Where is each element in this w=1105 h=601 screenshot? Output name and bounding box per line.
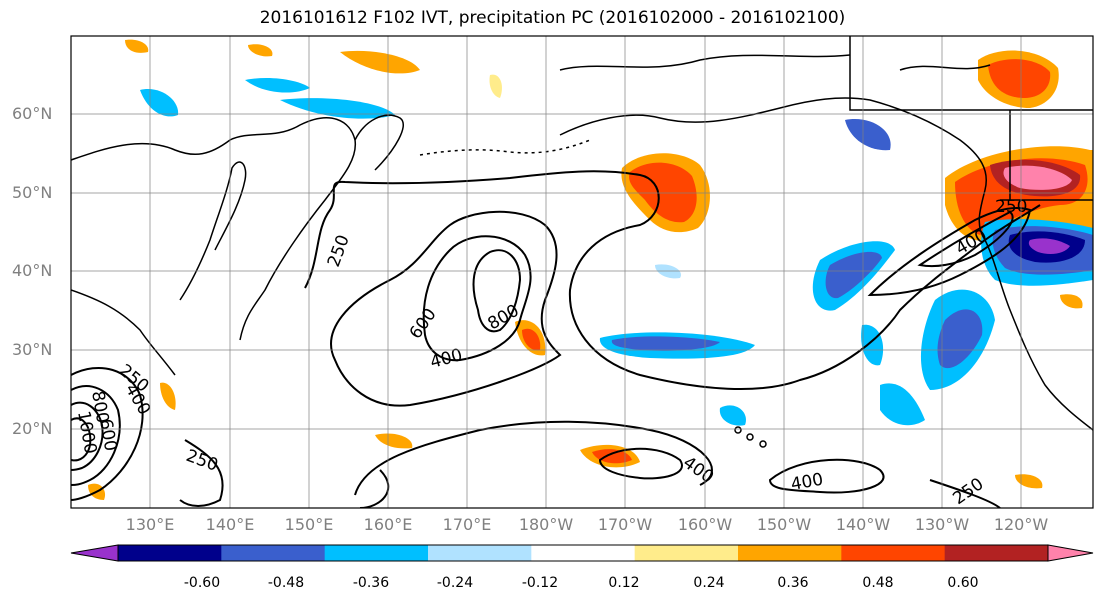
colorbar-tick-label: 0.12 bbox=[608, 575, 640, 591]
lon-label: 170°W bbox=[597, 515, 653, 534]
lon-label: 160°E bbox=[363, 515, 413, 534]
colorbar-segment bbox=[634, 545, 739, 561]
coastlines bbox=[71, 36, 1093, 448]
colorbar bbox=[70, 544, 1094, 562]
colorbar-extend-min bbox=[70, 544, 119, 562]
lon-label: 150°E bbox=[284, 515, 334, 534]
colorbar-segment bbox=[738, 545, 842, 561]
lon-label: 180°W bbox=[518, 515, 574, 534]
colorbar-tick-label: 0.48 bbox=[862, 575, 894, 591]
lon-label: 150°W bbox=[756, 515, 812, 534]
lon-label: 140°W bbox=[835, 515, 891, 534]
lon-label: 120°W bbox=[993, 515, 1049, 534]
map-frame bbox=[70, 35, 1094, 509]
gridlines bbox=[71, 36, 1093, 508]
colorbar-tick-label: -0.24 bbox=[436, 575, 474, 591]
lon-label: 130°W bbox=[914, 515, 970, 534]
lat-label: 40°N bbox=[12, 261, 53, 280]
colorbar-tick-label: -0.60 bbox=[183, 575, 221, 591]
colorbar-segment bbox=[324, 545, 429, 561]
colorbar-segment bbox=[531, 545, 636, 561]
colorbar-tick-label: 0.24 bbox=[693, 575, 725, 591]
map-plot-area: 250 600 800 400 400 400 250 250 400 250 … bbox=[71, 36, 1093, 508]
colorbar-tick-label: -0.48 bbox=[267, 575, 305, 591]
colorbar-segment bbox=[221, 545, 326, 561]
colorbar-tick-label: -0.36 bbox=[352, 575, 390, 591]
lat-label: 50°N bbox=[12, 183, 53, 202]
colorbar-segment bbox=[118, 545, 222, 561]
lon-label: 170°E bbox=[442, 515, 492, 534]
colorbar-extend-max bbox=[1047, 544, 1094, 562]
colorbar-tick-label: 0.36 bbox=[777, 575, 809, 591]
colorbar-frame bbox=[117, 544, 1049, 562]
colorbar-segment bbox=[428, 545, 532, 561]
lon-label: 140°E bbox=[205, 515, 255, 534]
colorbar-tick-label: -0.12 bbox=[521, 575, 559, 591]
lat-label: 20°N bbox=[12, 419, 53, 438]
lat-label: 30°N bbox=[12, 340, 53, 359]
lon-label: 160°W bbox=[677, 515, 733, 534]
lat-label: 60°N bbox=[12, 104, 53, 123]
ivt-contours bbox=[71, 170, 1041, 508]
contour-label: 250 bbox=[995, 197, 1027, 217]
colorbar-segment bbox=[944, 545, 1049, 561]
precip-shading bbox=[88, 39, 1093, 500]
lon-label: 130°E bbox=[125, 515, 175, 534]
colorbar-tick-label: 0.60 bbox=[947, 575, 979, 591]
colorbar-segment bbox=[841, 545, 946, 561]
map-title: 2016101612 F102 IVT, precipitation PC (2… bbox=[259, 8, 846, 28]
